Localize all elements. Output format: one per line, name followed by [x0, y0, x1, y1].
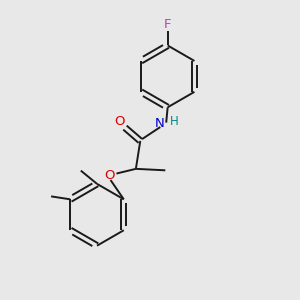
Text: H: H: [170, 115, 179, 128]
Text: O: O: [114, 115, 125, 128]
Text: F: F: [164, 18, 171, 31]
Text: N: N: [155, 117, 165, 130]
Text: O: O: [105, 169, 115, 182]
